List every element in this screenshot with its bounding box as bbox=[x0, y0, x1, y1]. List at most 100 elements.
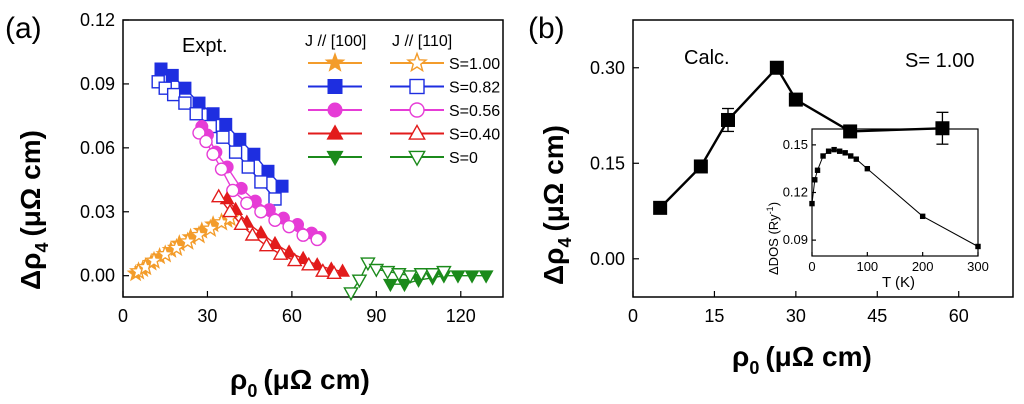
data-point bbox=[975, 243, 981, 250]
data-point bbox=[693, 159, 708, 174]
data-point bbox=[199, 134, 213, 149]
data-point bbox=[919, 213, 926, 220]
series-s040-110 bbox=[210, 188, 342, 280]
svg-text:ΔDOS (Ry-1): ΔDOS (Ry-1) bbox=[765, 202, 781, 275]
data-point bbox=[315, 263, 331, 277]
data-point bbox=[402, 270, 418, 285]
series-s082-110 bbox=[151, 75, 282, 206]
panel-a-series bbox=[126, 62, 494, 302]
x-tick-label: 300 bbox=[967, 259, 989, 274]
data-point bbox=[178, 81, 192, 95]
legend-marker bbox=[408, 124, 426, 140]
data-point bbox=[178, 231, 198, 250]
data-point bbox=[258, 237, 275, 252]
legend-header-100: J // [100] bbox=[305, 33, 366, 50]
data-point bbox=[812, 177, 818, 183]
panel-a-axes-frame bbox=[122, 19, 504, 298]
data-point bbox=[267, 235, 283, 250]
legend-label: S=1.00 bbox=[449, 56, 500, 73]
svg-text:T (K): T (K) bbox=[882, 274, 915, 291]
panel-a-axes: 0 30 60 90 120 0.00 0.03 0.06 0.09 0.12 bbox=[80, 10, 504, 326]
data-point bbox=[326, 265, 342, 280]
data-point bbox=[210, 188, 227, 203]
data-point bbox=[382, 278, 398, 293]
data-point bbox=[296, 228, 310, 242]
legend-marker bbox=[327, 102, 343, 118]
data-point bbox=[166, 237, 187, 257]
legend-label: S=0.40 bbox=[449, 127, 500, 144]
data-point bbox=[272, 246, 289, 260]
inset-axes: 0 100 200 300 0.09 0.12 0.15 bbox=[783, 128, 989, 274]
x-tick-label: 200 bbox=[912, 259, 934, 274]
panel-a: (a) Expt. J // [100] J // [110] S=1.00S=… bbox=[5, 12, 500, 401]
inset-ylabel: ΔDOS (Ry-1) bbox=[765, 202, 781, 275]
data-point bbox=[189, 225, 209, 244]
data-point bbox=[864, 165, 871, 172]
panel-a-legend: S=1.00 S=0.82 S=0.56 S=0.40 S=0 bbox=[308, 51, 500, 167]
series-s082-100 bbox=[154, 62, 289, 193]
data-point bbox=[450, 270, 466, 284]
x-tick-label: 0 bbox=[628, 306, 638, 326]
legend-marker bbox=[408, 150, 426, 167]
y-tick-label: 0.03 bbox=[80, 202, 115, 222]
data-point bbox=[240, 196, 254, 210]
svg-text:Δρ4(μΩ cm): Δρ4(μΩ cm) bbox=[15, 130, 52, 290]
data-point bbox=[166, 87, 181, 102]
data-point bbox=[268, 213, 282, 227]
y-tick-label: 0.15 bbox=[783, 137, 808, 152]
data-point bbox=[216, 130, 230, 144]
data-point bbox=[310, 232, 324, 247]
series-s040-100 bbox=[219, 191, 351, 277]
data-point bbox=[842, 150, 848, 156]
series-line bbox=[350, 261, 445, 294]
x-tick-label: 100 bbox=[856, 259, 878, 274]
panel-b: (b) Calc. S= 1.00 Δρ4(μΩ cm) ρ0 (μΩ cm) T… bbox=[528, 12, 975, 378]
data-point bbox=[300, 256, 317, 271]
data-point bbox=[254, 205, 268, 219]
data-point bbox=[268, 192, 282, 206]
x-tick-label: 15 bbox=[704, 306, 724, 326]
panel-a-xlabel: ρ0 (μΩ cm) bbox=[230, 364, 370, 401]
data-point bbox=[391, 268, 407, 282]
data-point bbox=[155, 244, 175, 263]
y-tick-label: 0.15 bbox=[590, 153, 625, 173]
data-point bbox=[809, 200, 815, 207]
panel-b-ylabel: Δρ4(μΩ cm) bbox=[538, 125, 575, 285]
legend-marker bbox=[326, 150, 344, 167]
x-tick-label: 45 bbox=[867, 306, 887, 326]
data-point bbox=[286, 252, 303, 267]
data-point bbox=[464, 270, 480, 284]
x-tick-label: 120 bbox=[446, 306, 476, 326]
data-point bbox=[836, 148, 843, 154]
data-point bbox=[206, 147, 220, 161]
data-point bbox=[769, 60, 784, 75]
legend-marker bbox=[326, 124, 344, 140]
svg-text:ρ0(μΩ cm): ρ0 (μΩ cm) bbox=[230, 364, 370, 401]
legend-marker bbox=[409, 78, 425, 95]
data-point bbox=[853, 156, 859, 162]
data-point bbox=[935, 121, 950, 136]
y-tick-label: 0.09 bbox=[783, 232, 808, 247]
data-point bbox=[261, 164, 275, 178]
data-point bbox=[254, 175, 268, 189]
data-point bbox=[721, 112, 735, 127]
data-point bbox=[478, 270, 494, 284]
data-point bbox=[436, 265, 452, 280]
data-point bbox=[368, 263, 385, 278]
data-point bbox=[275, 179, 289, 193]
x-tick-label: 0 bbox=[808, 259, 815, 274]
data-point bbox=[825, 148, 832, 154]
series-s0-110 bbox=[343, 257, 452, 302]
inset-series bbox=[809, 146, 981, 250]
y-tick-label: 0.12 bbox=[80, 10, 115, 30]
data-point bbox=[244, 226, 261, 241]
data-point bbox=[848, 153, 854, 159]
x-tick-label: 60 bbox=[949, 306, 969, 326]
data-point bbox=[200, 218, 220, 238]
x-tick-label: 90 bbox=[366, 306, 386, 326]
legend-label: S=0.82 bbox=[449, 80, 500, 97]
data-point bbox=[178, 96, 192, 110]
legend-label: S=0.56 bbox=[449, 103, 500, 120]
series-s056-110 bbox=[192, 126, 324, 247]
series-s100-110 bbox=[128, 208, 240, 280]
